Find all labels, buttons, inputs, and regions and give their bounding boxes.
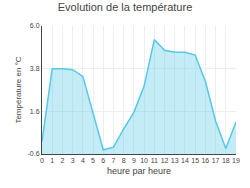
svg-text:12: 12 xyxy=(161,157,169,164)
svg-text:17: 17 xyxy=(212,157,220,164)
svg-text:1.6: 1.6 xyxy=(30,108,40,115)
svg-text:9: 9 xyxy=(132,157,136,164)
svg-text:13: 13 xyxy=(171,157,179,164)
svg-text:6.0: 6.0 xyxy=(30,22,40,29)
svg-text:5: 5 xyxy=(91,157,95,164)
svg-text:2: 2 xyxy=(60,157,64,164)
svg-text:4: 4 xyxy=(81,157,85,164)
svg-text:6: 6 xyxy=(101,157,105,164)
svg-text:1: 1 xyxy=(50,157,54,164)
svg-text:16: 16 xyxy=(201,157,209,164)
svg-text:-0.6: -0.6 xyxy=(28,150,40,157)
svg-text:Evolution de la température: Evolution de la température xyxy=(58,1,193,13)
svg-text:19: 19 xyxy=(232,157,240,164)
svg-text:3.8: 3.8 xyxy=(30,65,40,72)
svg-text:7: 7 xyxy=(112,157,116,164)
svg-text:8: 8 xyxy=(122,157,126,164)
svg-text:3: 3 xyxy=(71,157,75,164)
svg-text:Température en °C: Température en °C xyxy=(14,56,23,123)
svg-text:11: 11 xyxy=(151,157,158,164)
svg-text:10: 10 xyxy=(140,157,148,164)
svg-text:18: 18 xyxy=(222,157,230,164)
svg-text:heure par heure: heure par heure xyxy=(107,166,171,176)
svg-text:0: 0 xyxy=(40,157,44,164)
svg-text:14: 14 xyxy=(181,157,189,164)
svg-text:15: 15 xyxy=(191,157,199,164)
